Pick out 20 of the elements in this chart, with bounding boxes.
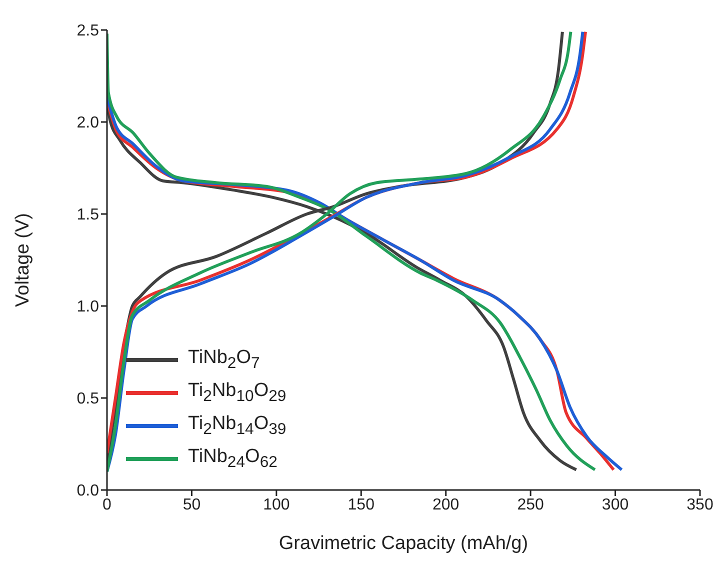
x-tick-label: 150 xyxy=(348,496,375,514)
y-tick-label: 0.0 xyxy=(76,482,100,500)
y-tick-label: 2.5 xyxy=(76,22,100,40)
y-tick-label: 2.0 xyxy=(76,114,100,132)
y-tick-label: 1.0 xyxy=(76,298,100,316)
x-tick-label: 200 xyxy=(432,496,460,514)
legend-label: TiNb$_{24}$O$_{62}$ xyxy=(188,446,278,472)
legend-label: Ti$_{2}$Nb$_{14}$O$_{39}$ xyxy=(188,412,286,438)
x-tick-label: 300 xyxy=(602,496,629,514)
legend-label: TiNb$_{2}$O$_{7}$ xyxy=(188,346,260,372)
x-tick-label: 350 xyxy=(686,496,714,514)
y-tick-label: 1.5 xyxy=(76,206,100,224)
y-axis-title: Voltage (V) xyxy=(12,213,34,307)
legend-label: Ti$_{2}$Nb$_{10}$O$_{29}$ xyxy=(188,380,286,406)
x-tick-label: 0 xyxy=(102,496,112,514)
x-tick-label: 50 xyxy=(182,496,201,514)
y-tick-label: 0.5 xyxy=(76,390,100,408)
x-tick-label: 100 xyxy=(263,496,290,514)
x-tick-label: 250 xyxy=(517,496,544,514)
x-axis-title: Gravimetric Capacity (mAh/g) xyxy=(278,533,528,554)
